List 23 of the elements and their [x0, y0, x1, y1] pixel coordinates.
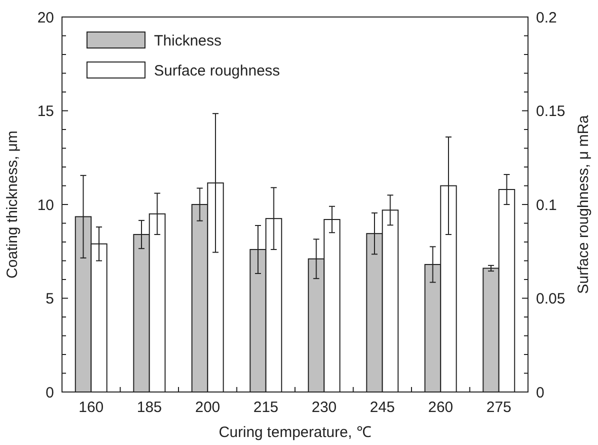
y-tick-label: 20 [37, 9, 54, 26]
x-tick-label: 245 [370, 399, 395, 416]
x-tick-label: 160 [78, 399, 104, 416]
y2-axis-title: Surface roughness, μ mRa [575, 114, 592, 294]
x-tick-label: 260 [428, 399, 454, 416]
x-tick-label: 230 [312, 399, 337, 416]
y-tick-label: 5 [46, 290, 54, 308]
y2-tick-label: 0 [536, 384, 544, 402]
x-tick-label: 185 [136, 399, 162, 416]
x-tick-label: 275 [486, 399, 512, 416]
y-tick-label: 15 [37, 103, 54, 120]
x-tick-label: 215 [253, 399, 278, 416]
x-tick-label: 200 [195, 399, 220, 416]
legend-label: Thickness [154, 32, 222, 50]
x-axis-title: Curing temperature, ℃ [218, 424, 372, 441]
y2-tick-label: 0.15 [536, 103, 566, 120]
y-tick-label: 10 [37, 196, 54, 214]
y2-tick-label: 0.2 [536, 9, 557, 26]
y-tick-label: 0 [46, 384, 54, 402]
legend-label: Surface roughness [154, 62, 280, 80]
y2-tick-label: 0.05 [536, 290, 566, 308]
y-axis-title: Coating thickness, μm [4, 130, 21, 278]
y2-tick-label: 0.1 [536, 196, 557, 214]
